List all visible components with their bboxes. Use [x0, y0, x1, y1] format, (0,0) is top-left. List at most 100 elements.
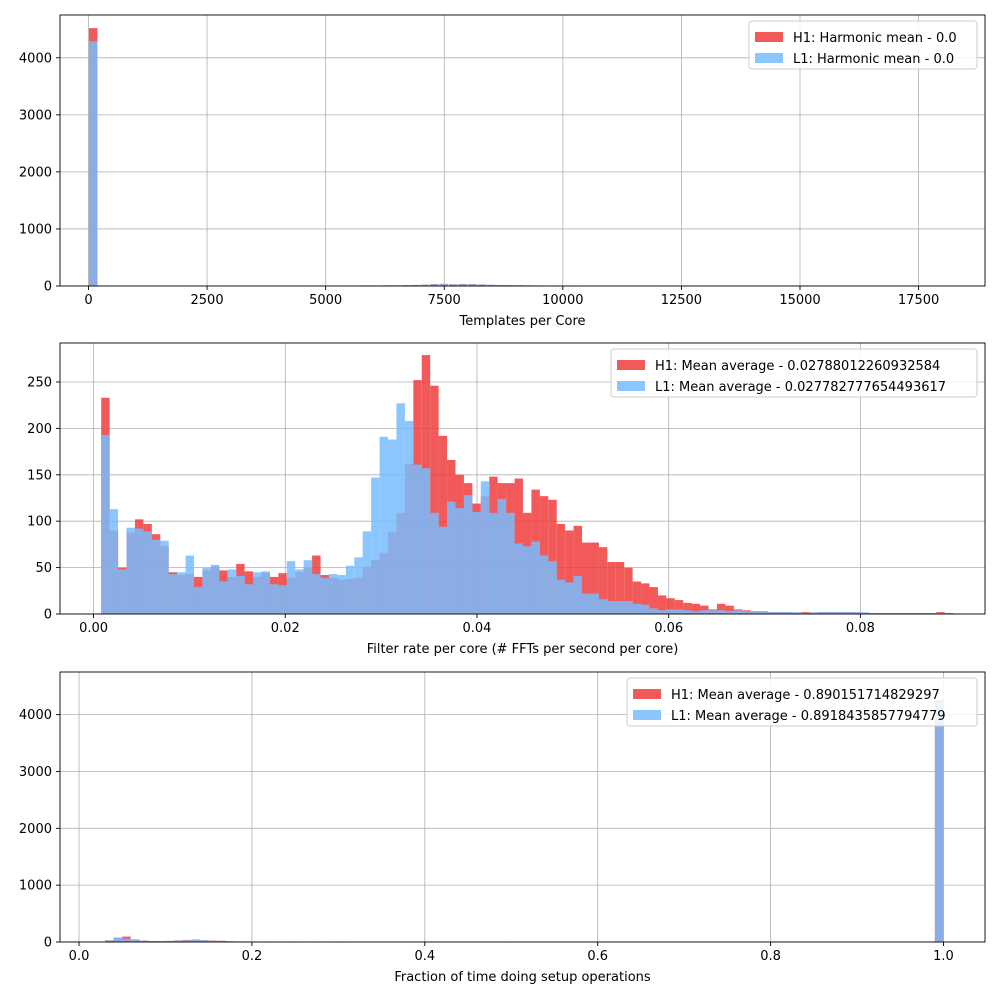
histogram-bar [716, 603, 726, 614]
histogram-bar [467, 284, 477, 286]
histogram-bar [784, 612, 793, 614]
x-tick-label: 0.02 [271, 621, 300, 636]
legend-swatch-1 [755, 32, 783, 42]
histogram-bar [174, 940, 183, 942]
series-1-bars [88, 28, 581, 287]
histogram-bar [430, 385, 439, 614]
histogram-bar [448, 284, 458, 286]
histogram-bar [295, 569, 304, 614]
histogram-bar [657, 595, 667, 614]
histogram-bar [565, 582, 574, 614]
histogram-bar [104, 940, 114, 942]
histogram-bar [826, 612, 836, 614]
histogram-bar [303, 560, 313, 614]
x-tick-label: 17500 [898, 293, 939, 308]
histogram-bar [210, 564, 220, 614]
legend-label-1: H1: Mean average - 0.02788012260932584 [655, 359, 940, 374]
histogram-bar [514, 543, 523, 614]
histogram-bar [165, 940, 174, 942]
histogram-bar [236, 575, 245, 614]
legend: H1: Harmonic mean - 0.0 L1: Harmonic mean… [748, 20, 978, 70]
histogram-bar [286, 561, 296, 614]
histogram-bar [458, 284, 467, 286]
x-tick-label: 0.8 [760, 949, 781, 964]
histogram-bar [573, 575, 583, 614]
histogram-bar [641, 604, 650, 614]
histogram-bar [505, 285, 515, 286]
histogram-bar [860, 612, 869, 614]
histogram-bar [472, 511, 481, 614]
axes-frame [59, 14, 986, 287]
x-tick-label: 0.08 [846, 621, 875, 636]
y-tick-label: 150 [27, 468, 52, 483]
axes-frame [59, 342, 986, 615]
chart-panel-2: 0.00 0.02 0.04 0.06 0.08 0 50 100 150 200 250 Filte… [27, 342, 986, 657]
y-tick-label: 100 [27, 515, 52, 530]
y-tick-label: 3000 [19, 108, 52, 123]
y-tick-label: 0 [44, 608, 52, 623]
histogram-bar [885, 613, 895, 614]
histogram-bar [430, 512, 439, 614]
y-tick-label: 0 [44, 936, 52, 951]
y-tick-label: 4000 [19, 51, 52, 66]
histogram-bar [463, 495, 473, 614]
histogram-bar [430, 284, 439, 286]
histogram-bar [379, 436, 389, 614]
x-tick-label: 5000 [309, 293, 342, 308]
histogram-bar [362, 531, 372, 614]
legend-swatch-2 [617, 381, 645, 391]
histogram-bar [934, 702, 944, 942]
y-tick-label: 3000 [19, 765, 52, 780]
y-tick-label: 250 [27, 375, 52, 390]
histogram-bar [615, 562, 625, 614]
y-tick-label: 50 [35, 561, 52, 576]
histogram-bar [851, 612, 861, 614]
histogram-bar [683, 602, 692, 614]
histogram-bar [708, 610, 717, 614]
y-tick-label: 0 [44, 280, 52, 295]
histogram-bar [371, 477, 380, 614]
histogram-bar [278, 585, 287, 614]
histogram-bar [666, 598, 675, 614]
x-axis-label: Filter rate per core (# FFTs per second … [367, 642, 679, 657]
x-tick-label: 0.4 [414, 949, 435, 964]
histogram-bar [506, 512, 515, 614]
histogram-bar [489, 512, 498, 614]
histogram-bar [480, 481, 490, 614]
histogram-bar [548, 499, 557, 614]
histogram-bar [548, 561, 557, 614]
x-tick-label: 0.2 [242, 949, 263, 964]
histogram-bar [227, 569, 237, 614]
histogram-bar [269, 584, 279, 614]
histogram-bar [590, 593, 599, 614]
histogram-bar [200, 940, 209, 942]
histogram-bar [598, 599, 608, 614]
histogram-bar [877, 613, 886, 614]
histogram-bar [944, 613, 954, 614]
histogram-bar [911, 613, 920, 614]
histogram-bar [716, 610, 726, 614]
histogram-bar [809, 612, 819, 614]
histogram-bar [818, 612, 827, 614]
histogram-bar [835, 612, 844, 614]
histogram-bar [404, 420, 414, 614]
histogram-bar [345, 565, 355, 614]
histogram-bar [439, 284, 449, 286]
legend-box [626, 677, 978, 727]
series-2-bars [101, 403, 954, 614]
legend-label-1: H1: Harmonic mean - 0.0 [793, 31, 957, 46]
histogram-bar [683, 610, 692, 614]
histogram-bar [539, 555, 549, 614]
histogram-bar [88, 41, 98, 287]
histogram-bar [927, 613, 937, 614]
histogram-bar [191, 939, 200, 942]
legend: H1: Mean average - 0.890151714829297 L1: … [626, 677, 978, 727]
histogram-bar [113, 937, 123, 942]
histogram-bar [691, 611, 701, 614]
x-tick-label: 12500 [661, 293, 702, 308]
histogram-bar [522, 546, 532, 614]
x-tick-label: 0.00 [79, 621, 108, 636]
histogram-bar [556, 523, 566, 614]
histogram-bar [328, 574, 338, 614]
histogram-bar [160, 540, 169, 614]
